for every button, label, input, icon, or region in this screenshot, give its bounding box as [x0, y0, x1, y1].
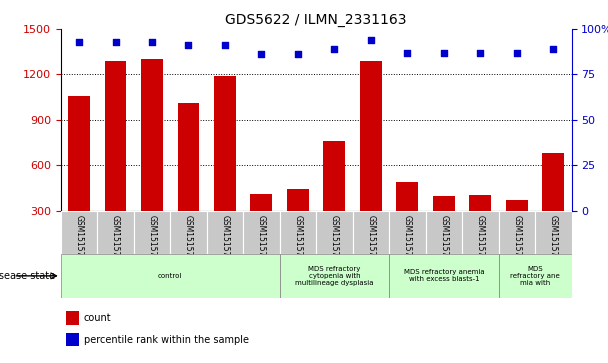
Text: GSM1515748: GSM1515748	[148, 215, 156, 266]
Bar	[141, 58, 163, 211]
Text: MDS refractory anemia
with excess blasts-1: MDS refractory anemia with excess blasts…	[404, 269, 484, 282]
Point	[74, 39, 84, 45]
Point	[257, 52, 266, 57]
Text: GSM1515750: GSM1515750	[221, 215, 229, 266]
Bar	[97, 211, 134, 254]
Bar	[389, 211, 426, 254]
Bar	[105, 61, 126, 211]
Bar	[499, 211, 535, 254]
Bar	[61, 211, 97, 254]
Point	[111, 39, 120, 45]
Bar	[250, 194, 272, 211]
Bar	[426, 211, 462, 254]
Bar	[66, 311, 78, 325]
Point	[402, 50, 412, 56]
Bar	[287, 189, 309, 211]
Text: GSM1515757: GSM1515757	[476, 215, 485, 266]
Point	[439, 50, 449, 56]
Point	[366, 37, 376, 43]
Bar	[535, 211, 572, 254]
Title: GDS5622 / ILMN_2331163: GDS5622 / ILMN_2331163	[226, 13, 407, 26]
Bar	[214, 76, 236, 211]
Text: GSM1515756: GSM1515756	[440, 215, 448, 266]
Point	[548, 46, 558, 52]
Bar	[280, 211, 316, 254]
Text: GSM1515755: GSM1515755	[403, 215, 412, 266]
Text: GSM1515749: GSM1515749	[184, 215, 193, 266]
Bar	[61, 254, 280, 298]
Bar	[170, 211, 207, 254]
Bar	[433, 196, 455, 211]
Point	[147, 39, 157, 45]
Bar	[66, 333, 78, 346]
Bar	[499, 254, 572, 298]
Text: GSM1515751: GSM1515751	[257, 215, 266, 266]
Text: disease state: disease state	[0, 271, 55, 281]
Text: GSM1515752: GSM1515752	[294, 215, 302, 266]
Bar	[68, 95, 90, 211]
Text: percentile rank within the sample: percentile rank within the sample	[84, 335, 249, 345]
Point	[512, 50, 522, 56]
Text: GSM1515747: GSM1515747	[111, 215, 120, 266]
Bar	[323, 141, 345, 211]
Point	[475, 50, 485, 56]
Bar	[178, 103, 199, 211]
Point	[330, 46, 339, 52]
Point	[184, 42, 193, 48]
Point	[293, 52, 303, 57]
Bar	[396, 182, 418, 211]
Text: GSM1515754: GSM1515754	[367, 215, 375, 266]
Bar	[280, 254, 389, 298]
Bar	[389, 254, 499, 298]
Bar	[243, 211, 280, 254]
Bar	[462, 211, 499, 254]
Bar	[353, 211, 389, 254]
Text: MDS refractory
cytopenia with
multilineage dysplasia: MDS refractory cytopenia with multilinea…	[295, 266, 374, 286]
Text: GSM1515746: GSM1515746	[75, 215, 83, 266]
Text: GSM1515758: GSM1515758	[513, 215, 521, 266]
Bar	[542, 153, 564, 211]
Bar	[506, 200, 528, 211]
Bar	[360, 61, 382, 211]
Bar	[134, 211, 170, 254]
Text: control: control	[158, 273, 182, 279]
Bar	[469, 195, 491, 211]
Bar	[207, 211, 243, 254]
Text: MDS
refractory ane
mia with: MDS refractory ane mia with	[510, 266, 560, 286]
Bar	[316, 211, 353, 254]
Text: GSM1515753: GSM1515753	[330, 215, 339, 266]
Text: count: count	[84, 313, 111, 323]
Point	[220, 42, 230, 48]
Text: GSM1515759: GSM1515759	[549, 215, 558, 266]
